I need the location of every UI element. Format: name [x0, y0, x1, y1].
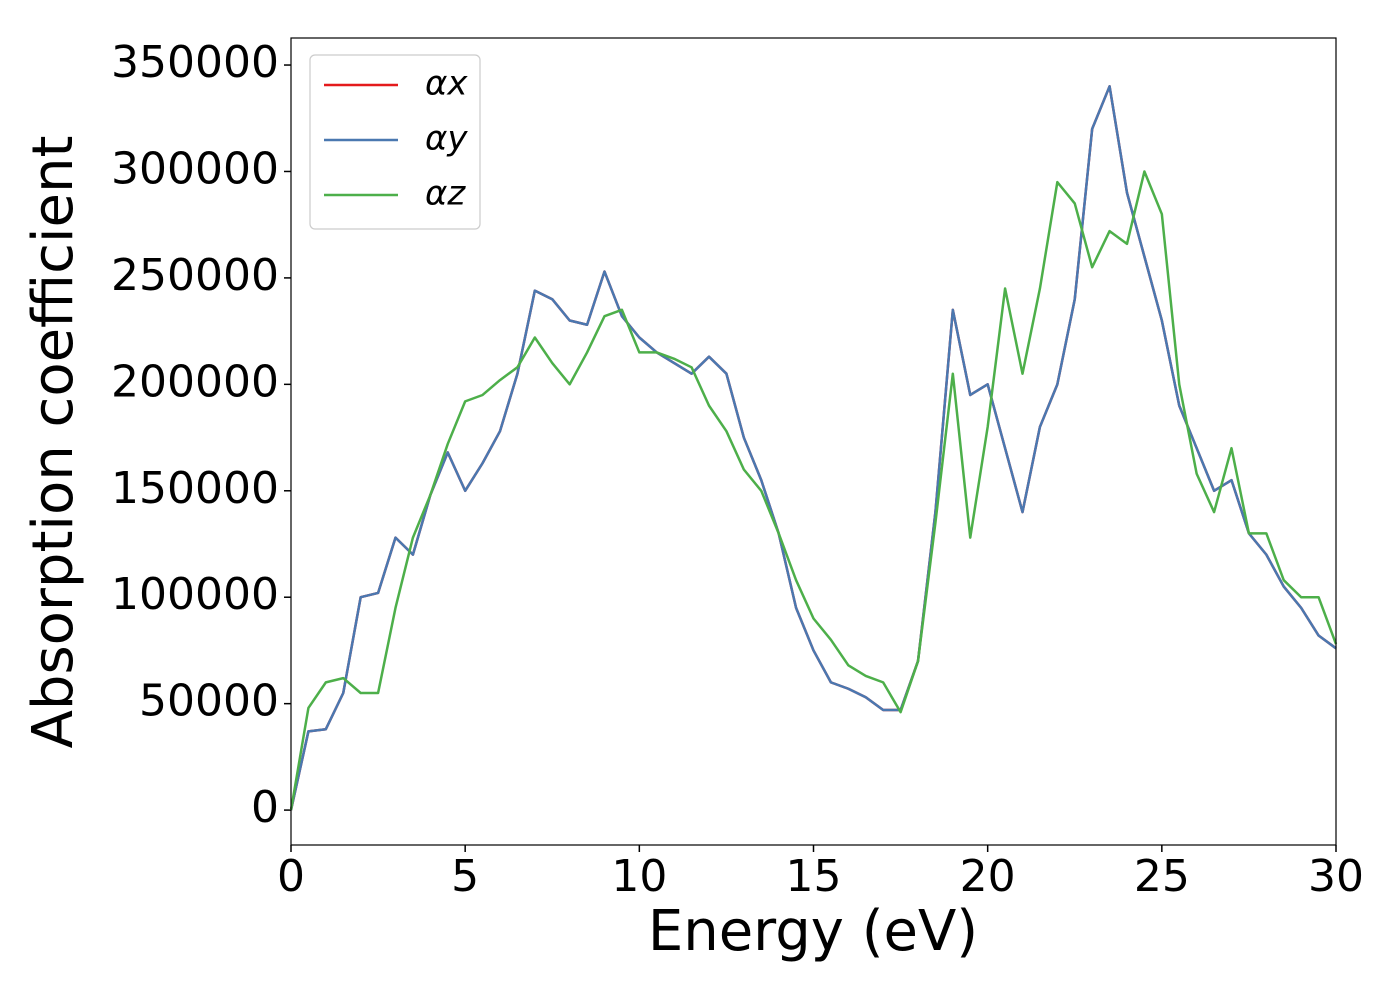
x-tick-label: 25	[1134, 851, 1190, 902]
x-tick-label: 20	[960, 851, 1016, 902]
y-tick-label: 100000	[111, 569, 279, 620]
y-tick-label: 200000	[111, 356, 279, 407]
y-axis-label: Absorption coefficient	[21, 136, 86, 749]
x-tick-label: 0	[277, 851, 305, 902]
legend-label: αx	[425, 64, 468, 104]
legend-label: αz	[425, 174, 466, 214]
y-tick-label: 300000	[111, 143, 279, 194]
legend-box	[309, 54, 481, 230]
x-tick-label: 30	[1308, 851, 1364, 902]
line-series	[289, 85, 1337, 811]
line-series	[289, 170, 1338, 811]
plot-frame	[290, 37, 1337, 846]
y-tick-label: 250000	[111, 250, 279, 301]
y-tick-label: 350000	[111, 37, 279, 88]
y-tick-label: 150000	[111, 463, 279, 514]
y-tick-label: 0	[251, 782, 279, 833]
y-tick-label: 50000	[139, 676, 279, 727]
x-tick-label: 5	[451, 851, 479, 902]
x-axis-label: Energy (eV)	[648, 899, 978, 964]
x-tick-label: 10	[611, 851, 667, 902]
x-tick-label: 15	[786, 851, 842, 902]
legend-label: αy	[425, 119, 468, 159]
